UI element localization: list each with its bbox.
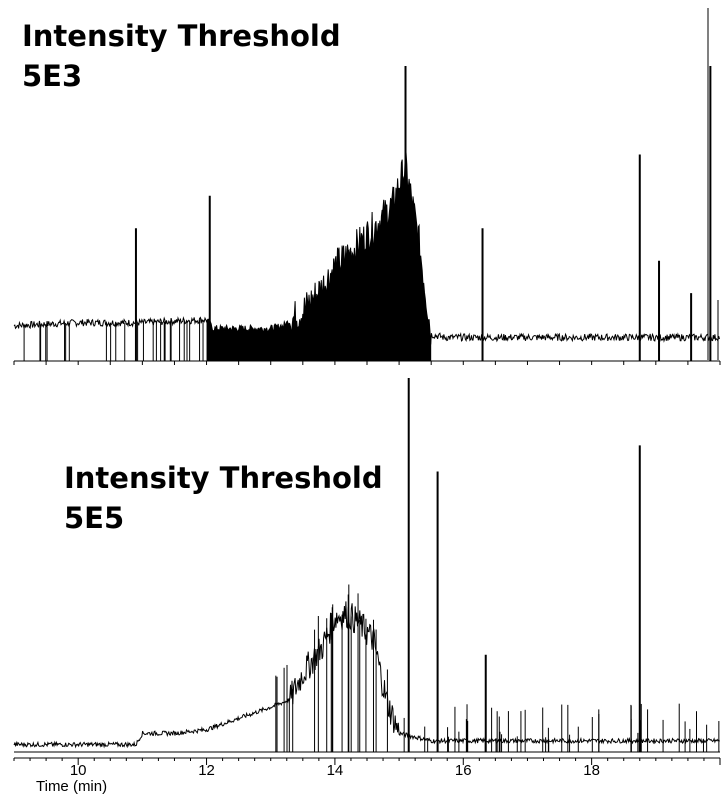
trace-line [13, 151, 720, 345]
side-instrument-marks [707, 8, 719, 360]
bottom-annotation-line1: Intensity Threshold [64, 461, 383, 495]
bottom-annotation: Intensity Threshold 5E5 [64, 458, 383, 538]
x-tick-label: 18 [583, 762, 600, 779]
bottom-annotation-line2: 5E5 [64, 501, 125, 535]
x-tick-label: 14 [327, 762, 344, 779]
bottom-panel [13, 378, 720, 753]
x-tick-label: 12 [198, 762, 215, 779]
x-axis-title: Time (min) [36, 778, 107, 795]
top-annotation: Intensity Threshold 5E3 [22, 16, 341, 96]
top-annotation-line2: 5E3 [22, 59, 83, 93]
top-annotation-line1: Intensity Threshold [22, 19, 341, 53]
x-tick-label: 10 [70, 762, 87, 779]
trace-line [13, 601, 720, 749]
x-axis: 10 12 14 16 18 [13, 361, 721, 779]
dense-region [206, 152, 432, 361]
top-panel [13, 66, 720, 362]
x-tick-label: 16 [455, 762, 472, 779]
